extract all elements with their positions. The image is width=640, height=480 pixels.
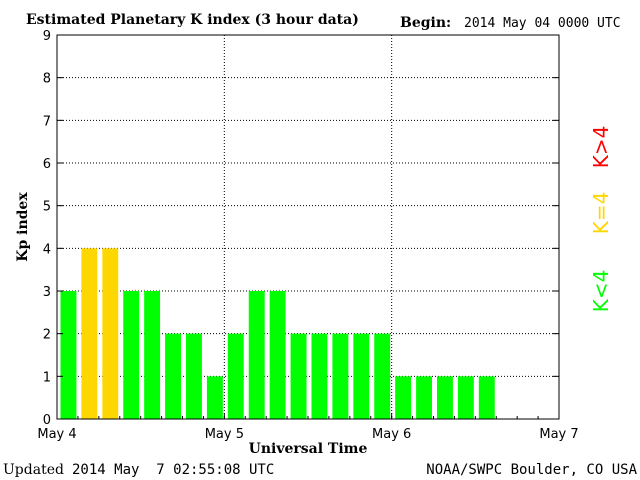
x-tick-label: May 6	[372, 427, 411, 442]
x-axis-label: Universal Time	[249, 441, 368, 457]
kp-bar	[395, 376, 412, 419]
kp-bar	[311, 333, 328, 419]
x-tick-label: May 4	[37, 427, 76, 442]
kp-bar	[102, 248, 119, 419]
kp-bar	[60, 291, 77, 419]
chart-title: Estimated Planetary K index (3 hour data…	[26, 12, 359, 28]
y-tick-label: 3	[43, 285, 51, 300]
kp-bar	[478, 376, 495, 419]
y-tick-label: 4	[43, 242, 51, 257]
kp-bar	[165, 333, 181, 419]
y-tick-label: 1	[43, 370, 51, 385]
x-tick-label: May 7	[539, 427, 578, 442]
kp-bar	[374, 333, 391, 419]
kp-bar	[248, 291, 265, 419]
legend-k-below-4: K<4	[589, 270, 613, 313]
kp-bar	[416, 376, 432, 419]
footer-source: NOAA/SWPC Boulder, CO USA	[426, 462, 637, 478]
begin-value: 2014 May 04 0000 UTC	[464, 16, 621, 31]
kp-bar	[206, 376, 223, 419]
legend-k-equal-4: K=4	[589, 192, 613, 235]
kp-bar	[353, 333, 370, 419]
y-tick-label: 7	[43, 114, 51, 129]
begin-label: Begin:	[400, 15, 451, 31]
y-axis-ticks: 0 1 2 3 4 5 6 7 8 9	[43, 29, 559, 428]
y-tick-label: 6	[43, 157, 51, 172]
y-tick-label: 0	[43, 413, 51, 428]
kp-bar	[290, 333, 307, 419]
footer-updated-label: Updated	[3, 462, 64, 478]
kp-bar	[332, 333, 349, 419]
kp-bar	[457, 376, 474, 419]
kp-bar	[227, 333, 244, 419]
y-tick-label: 9	[43, 29, 51, 44]
legend-k-above-4: K>4	[589, 126, 613, 169]
kp-bar	[123, 291, 140, 419]
bars-group	[60, 248, 495, 419]
x-tick-label: May 5	[205, 427, 244, 442]
y-axis-label: Kp index	[15, 192, 31, 262]
kp-bar	[144, 291, 161, 419]
y-tick-label: 5	[43, 200, 51, 215]
kp-bar	[186, 333, 202, 419]
x-axis-ticks: May 4 May 5 May 6 May 7	[37, 413, 579, 442]
footer-updated-value: 2014 May 7 02:55:08 UTC	[72, 462, 274, 478]
y-tick-label: 8	[43, 72, 51, 87]
grid-lines	[57, 35, 559, 419]
kp-bar	[81, 248, 98, 419]
kp-bar	[269, 291, 286, 419]
y-tick-label: 2	[43, 328, 51, 343]
kp-bar	[437, 376, 453, 419]
